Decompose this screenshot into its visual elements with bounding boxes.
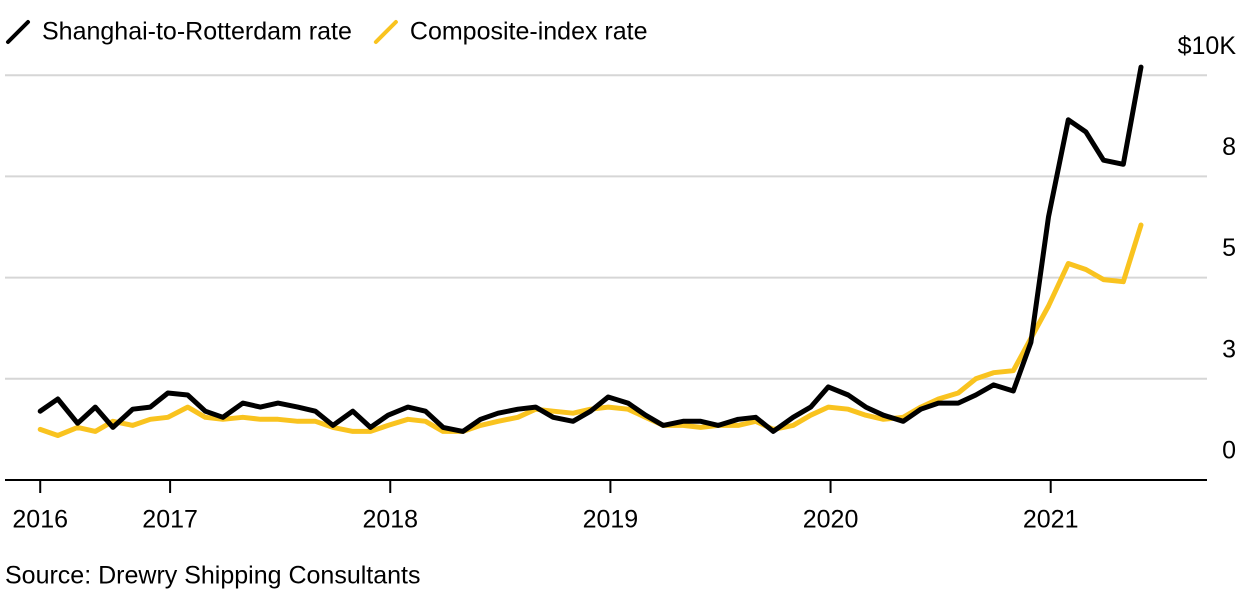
series-line: [37, 64, 1144, 434]
x-tick-label: 2019: [583, 506, 639, 534]
legend-icon: [6, 20, 30, 44]
x-tick-label: 2017: [142, 506, 198, 534]
x-tick-label: 2020: [803, 506, 859, 534]
y-tick-label: 0: [1222, 437, 1236, 465]
x-tick-label: 2021: [1023, 506, 1079, 534]
y-tick-label: $10K: [1178, 32, 1237, 60]
x-tick-label: 2016: [12, 506, 68, 534]
source: Source: Drewry Shipping Consultants: [5, 562, 420, 590]
y-tick-label: 3: [1222, 335, 1236, 363]
legend-label: Composite-index rate: [410, 18, 648, 46]
legend-icon: [373, 20, 398, 44]
y-tick-label: 8: [1222, 133, 1236, 161]
series-line: [37, 222, 1144, 438]
y-tick-label: 5: [1222, 234, 1236, 262]
x-tick-label: 2018: [362, 506, 418, 534]
legend-label: Shanghai-to-Rotterdam rate: [42, 18, 352, 46]
